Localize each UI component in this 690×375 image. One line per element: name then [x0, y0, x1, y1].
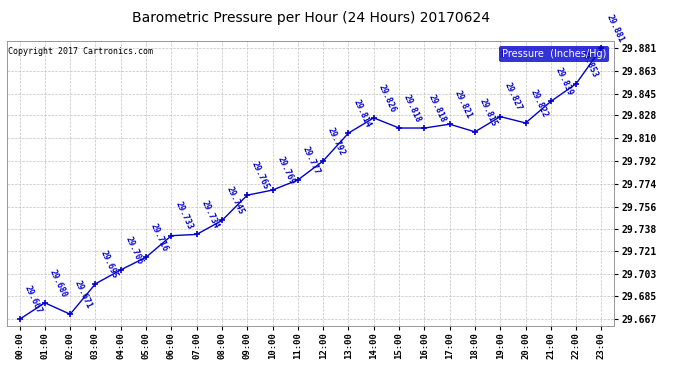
Text: 29.733: 29.733	[174, 201, 195, 231]
Text: 29.695: 29.695	[98, 249, 119, 280]
Text: 29.792: 29.792	[326, 126, 347, 157]
Text: 29.777: 29.777	[301, 145, 322, 176]
Text: 29.827: 29.827	[503, 81, 524, 112]
Text: 29.881: 29.881	[604, 13, 625, 44]
Text: 29.680: 29.680	[48, 268, 68, 298]
Text: 29.839: 29.839	[553, 66, 575, 97]
Text: Barometric Pressure per Hour (24 Hours) 20170624: Barometric Pressure per Hour (24 Hours) …	[132, 11, 489, 25]
Text: 29.734: 29.734	[199, 199, 220, 230]
Text: Copyright 2017 Cartronics.com: Copyright 2017 Cartronics.com	[8, 47, 153, 56]
Legend: Pressure  (Inches/Hg): Pressure (Inches/Hg)	[499, 46, 609, 62]
Text: 29.818: 29.818	[402, 93, 423, 124]
Text: 29.716: 29.716	[149, 222, 170, 253]
Text: 29.671: 29.671	[73, 279, 94, 310]
Text: 29.821: 29.821	[453, 89, 473, 120]
Text: 29.769: 29.769	[275, 155, 296, 186]
Text: 29.814: 29.814	[351, 98, 372, 129]
Text: 29.667: 29.667	[22, 284, 43, 315]
Text: 29.853: 29.853	[579, 48, 600, 80]
Text: 29.706: 29.706	[124, 235, 144, 266]
Text: 29.826: 29.826	[377, 83, 397, 114]
Text: 29.822: 29.822	[529, 88, 549, 119]
Text: 29.815: 29.815	[477, 97, 499, 128]
Text: 29.818: 29.818	[427, 93, 448, 124]
Text: 29.745: 29.745	[225, 185, 246, 216]
Text: 29.765: 29.765	[250, 160, 271, 191]
